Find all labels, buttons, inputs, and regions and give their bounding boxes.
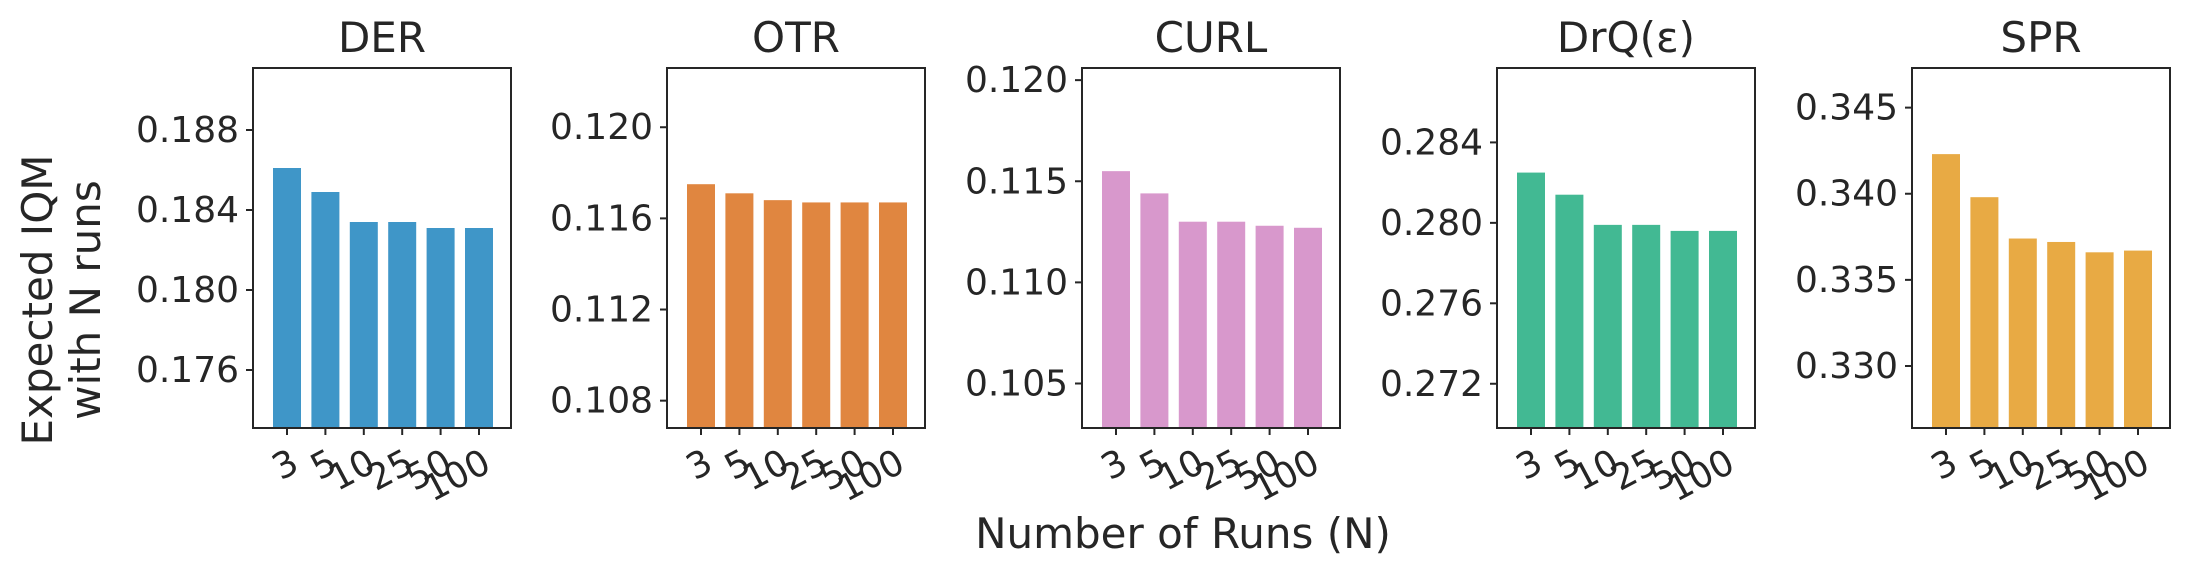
y-tick-label: 0.340 — [1795, 174, 1898, 215]
bar-10 — [763, 200, 792, 428]
axes-frame — [1081, 67, 1341, 429]
bar-3 — [1932, 154, 1960, 429]
bar-3 — [1102, 171, 1130, 429]
y-tick-label: 0.330 — [1795, 346, 1898, 387]
x-tick-label: 3 — [1095, 442, 1134, 489]
bar-50 — [1255, 225, 1284, 428]
axes-frame — [666, 67, 926, 429]
bar-5 — [1970, 197, 1999, 428]
y-tick-label: 0.108 — [550, 381, 653, 422]
bar-5 — [1140, 193, 1169, 428]
bar-10 — [2008, 238, 2037, 428]
bar-5 — [1555, 194, 1584, 428]
y-axis-label-line-1: Expected IQM — [13, 155, 62, 446]
bar-10 — [1593, 224, 1622, 428]
panels: 351025501000.1760.1800.1840.188DER351025… — [136, 13, 2171, 510]
bar-100 — [879, 202, 907, 428]
x-tick-label: 3 — [1925, 442, 1964, 489]
bar-3 — [687, 184, 715, 428]
bar-10 — [349, 222, 378, 428]
y-tick-label: 0.120 — [965, 60, 1068, 101]
bar-25 — [802, 202, 831, 428]
bar-3 — [273, 168, 301, 428]
y-tick-label: 0.280 — [1380, 203, 1483, 244]
y-tick-label: 0.180 — [136, 270, 239, 311]
bar-25 — [1632, 224, 1661, 428]
y-tick-label: 0.276 — [1380, 283, 1483, 324]
y-tick-label: 0.105 — [965, 364, 1068, 405]
bar-5 — [311, 192, 340, 428]
bar-100 — [1294, 227, 1322, 428]
bar-10 — [1178, 221, 1207, 428]
y-tick-label: 0.176 — [136, 350, 239, 391]
y-tick-label: 0.335 — [1795, 260, 1898, 301]
y-tick-label: 0.110 — [965, 262, 1068, 303]
bar-25 — [1217, 221, 1246, 428]
x-tick-label: 3 — [266, 442, 305, 489]
x-tick-label: 3 — [1510, 442, 1549, 489]
bar-100 — [2124, 250, 2152, 428]
bar-100 — [465, 228, 493, 428]
y-tick-label: 0.188 — [136, 110, 239, 151]
x-axis-label: Number of Runs (N) — [975, 509, 1391, 558]
y-tick-label: 0.120 — [550, 107, 653, 148]
y-tick-label: 0.112 — [550, 290, 653, 331]
axes-frame — [252, 67, 512, 429]
bar-50 — [840, 202, 869, 428]
y-axis-label-line-2: with N runs — [61, 180, 110, 420]
axes-frame — [1496, 67, 1756, 429]
bar-25 — [2047, 241, 2076, 428]
bar-50 — [2085, 252, 2114, 428]
bar-100 — [1709, 230, 1737, 428]
axes-frame — [1911, 67, 2171, 429]
bar-50 — [426, 228, 455, 428]
panel-title: CURL — [1155, 13, 1268, 62]
y-tick-label: 0.184 — [136, 190, 239, 231]
x-tick-label: 3 — [680, 442, 719, 489]
bar-5 — [725, 193, 754, 428]
panel-title: SPR — [2000, 13, 2081, 62]
y-tick-label: 0.116 — [550, 198, 653, 239]
panel-title: DER — [338, 13, 426, 62]
bar-50 — [1670, 230, 1699, 428]
panel-title: OTR — [752, 13, 840, 62]
y-tick-label: 0.284 — [1380, 122, 1483, 163]
y-tick-label: 0.345 — [1795, 88, 1898, 129]
y-tick-label: 0.115 — [965, 161, 1068, 202]
panel-title: DrQ(ε) — [1557, 13, 1695, 62]
bar-25 — [388, 222, 417, 428]
bar-3 — [1517, 172, 1545, 428]
y-tick-label: 0.272 — [1380, 364, 1483, 405]
